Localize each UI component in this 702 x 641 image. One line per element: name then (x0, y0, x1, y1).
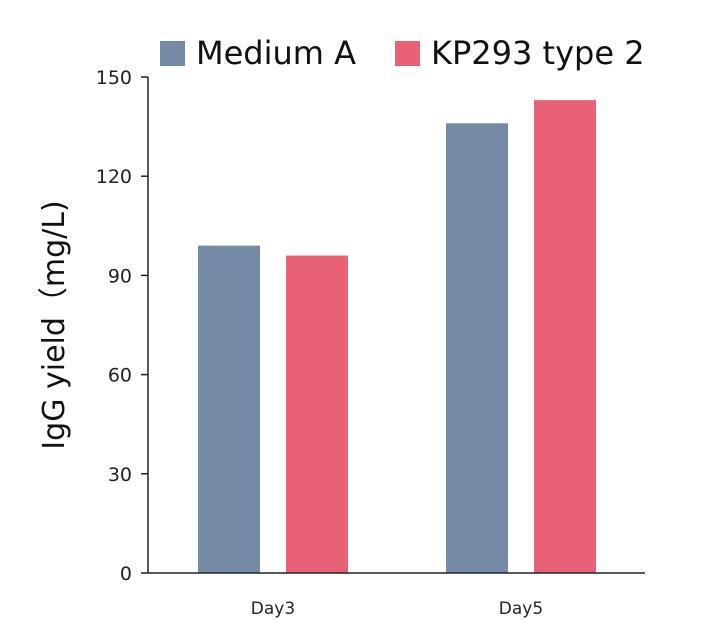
legend-swatch-series-2 (395, 41, 420, 66)
y-tick-label: 60 (108, 365, 132, 387)
y-tick-label: 0 (120, 563, 132, 585)
bar-day5-series-2 (534, 100, 596, 573)
bar-day3-series-1 (198, 245, 260, 573)
bar-day5-series-1 (446, 123, 508, 573)
bars (198, 100, 596, 573)
y-axis-ticks: 0 30 60 90 120 150 (96, 67, 148, 585)
bar-day3-series-2 (286, 255, 348, 573)
legend-label-series-1: Medium A (196, 34, 356, 72)
y-tick-label: 90 (108, 265, 132, 287)
x-category-label: Day5 (499, 599, 543, 619)
x-axis-labels: Day3 Day5 (251, 599, 543, 619)
y-axis-title: IgG yield（mg/L) (37, 200, 72, 449)
y-axis-title-group: IgG yield（mg/L) (37, 200, 72, 449)
axes (147, 77, 645, 574)
legend-swatch-series-1 (160, 41, 185, 66)
y-tick-label: 30 (108, 464, 132, 486)
y-tick-label: 120 (96, 166, 132, 188)
legend: Medium A KP293 type 2 (160, 34, 645, 72)
legend-label-series-2: KP293 type 2 (431, 34, 645, 72)
y-tick-label: 150 (96, 67, 132, 89)
x-category-label: Day3 (251, 599, 295, 619)
